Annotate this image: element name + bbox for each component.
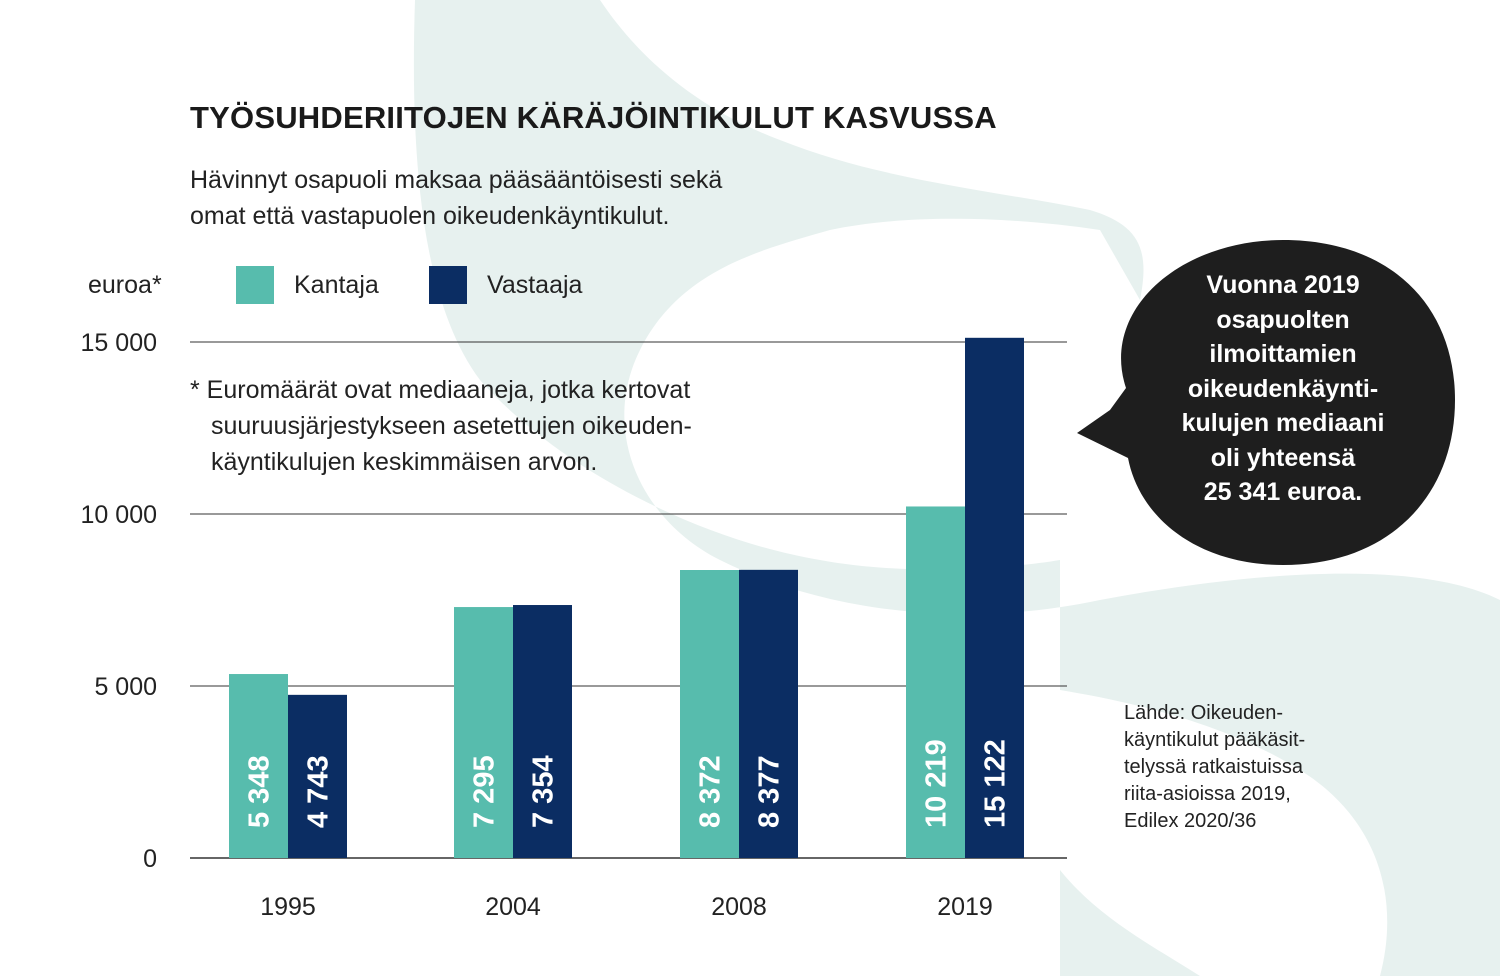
callout-line: oli yhteensä	[1210, 443, 1356, 472]
footnote-line: suuruusjärjestykseen asetettujen oikeude…	[211, 412, 692, 440]
callout-line: ilmoittamien	[1209, 340, 1357, 368]
chart-subtitle: Hävinnyt osapuoli maksaa pääsääntöisesti…	[190, 162, 722, 234]
bar-value-label: 8 377	[754, 755, 786, 828]
source-note: Lähde: Oikeuden- käyntikulut pääkäsit- t…	[1124, 700, 1305, 835]
source-line: riita-asioissa 2019,	[1124, 783, 1291, 805]
bar-vastaaja-1995	[288, 694, 347, 858]
callout-line: oikeudenkäynti-	[1187, 374, 1379, 403]
x-tick-label: 2008	[711, 893, 767, 921]
bar-vastaaja-2019	[965, 337, 1024, 858]
bar-vastaaja-2008	[739, 569, 798, 858]
callout-line: kulujen mediaani	[1181, 409, 1385, 437]
callout-line: Vuonna 2019	[1206, 271, 1360, 299]
legend-swatch-kantaja	[236, 266, 274, 304]
y-axis-unit-label: euroa*	[88, 271, 162, 299]
callout-line: 25 341 euroa.	[1203, 478, 1363, 506]
bar-value-label: 15 122	[980, 739, 1012, 828]
bar-value-label: 8 372	[695, 755, 727, 828]
y-tick-label: 0	[143, 845, 157, 873]
source-line: käyntikulut pääkäsit-	[1124, 729, 1306, 751]
source-line: Edilex 2020/36	[1124, 810, 1257, 832]
legend-swatch-vastaaja	[429, 266, 467, 304]
y-tick-label: 15 000	[81, 329, 157, 357]
callout-text: Vuonna 2019 osapuolten ilmoittamien oike…	[1140, 268, 1426, 510]
subtitle-line: omat että vastapuolen oikeudenkäyntikulu…	[190, 202, 670, 230]
callout-bubble	[1077, 240, 1455, 565]
bar-value-label: 4 743	[303, 755, 335, 828]
bar-kantaja-2008	[680, 570, 739, 858]
x-tick-label: 1995	[260, 893, 316, 921]
source-line: Lähde: Oikeuden-	[1124, 702, 1284, 724]
legend-label-vastaaja: Vastaaja	[487, 270, 583, 299]
x-tick-label: 2004	[485, 893, 541, 921]
legend-item-kantaja: Kantaja	[236, 266, 379, 304]
footnote: * Euromäärät ovat mediaaneja, jotka kert…	[190, 372, 692, 480]
legend-label-kantaja: Kantaja	[294, 270, 379, 299]
bar-kantaja-2004	[454, 607, 513, 858]
bar-value-label: 7 354	[528, 755, 560, 828]
subtitle-line: Hävinnyt osapuoli maksaa pääsääntöisesti…	[190, 166, 723, 194]
source-line: telyssä ratkaistuissa	[1124, 756, 1303, 778]
bar-value-label: 10 219	[921, 739, 953, 828]
bar-kantaja-1995	[229, 674, 288, 858]
callout-line: osapuolten	[1216, 305, 1350, 334]
bar-vastaaja-2004	[513, 605, 572, 858]
y-tick-label: 10 000	[81, 501, 157, 529]
x-tick-label: 2019	[937, 893, 993, 921]
bar-kantaja-2019	[906, 506, 965, 858]
y-tick-label: 5 000	[94, 673, 157, 701]
legend-item-vastaaja: Vastaaja	[429, 266, 582, 304]
bar-value-label: 7 295	[469, 755, 501, 828]
bar-value-label: 5 348	[244, 755, 276, 828]
footnote-line: * Euromäärät ovat mediaaneja, jotka kert…	[190, 376, 691, 404]
footnote-line: käyntikulujen keskimmäisen arvon.	[211, 448, 598, 476]
chart-title: TYÖSUHDERIITOJEN KÄRÄJÖINTIKULUT KASVUSS…	[190, 100, 997, 135]
